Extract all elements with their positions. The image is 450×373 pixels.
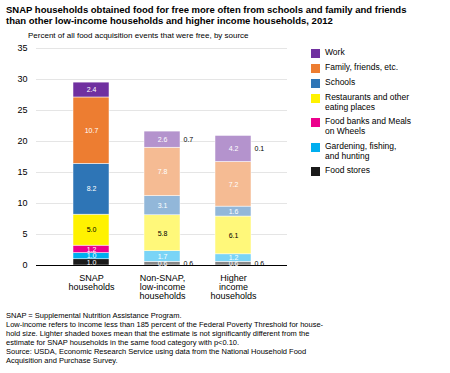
svg-text:0.6: 0.6: [255, 260, 265, 267]
svg-text:0.7: 0.7: [184, 136, 194, 143]
svg-text:30: 30: [17, 74, 27, 84]
svg-text:2.6: 2.6: [158, 136, 168, 143]
html-text:Source: USDA, Economic Researc: Source: USDA, Economic Research Service …: [6, 346, 307, 356]
svg-text:10.7: 10.7: [85, 127, 99, 134]
html-text:SNAP households obtained food: SNAP households obtained food for free m…: [6, 4, 407, 27]
html-text:Schools: Schools: [325, 76, 356, 87]
html-text:Gardening, fishing, and huntin: Gardening, fishing, and hunting: [325, 140, 397, 161]
html-text:estimate for SNAP households i: estimate for SNAP households in the same…: [6, 337, 240, 347]
html-text:Acquisition and Purchase Surve: Acquisition and Purchase Survey.: [6, 355, 118, 365]
html-text:Food stores: Food stores: [325, 165, 370, 176]
svg-text:1.6: 1.6: [229, 208, 239, 215]
svg-text:1.0: 1.0: [87, 258, 97, 265]
svg-text:25: 25: [17, 105, 27, 115]
svg-text:10: 10: [17, 198, 27, 208]
svg-text:0.6: 0.6: [158, 260, 168, 267]
svg-text:5: 5: [22, 229, 27, 239]
html-text:SNAP = Supplemental Nutrition: SNAP = Supplemental Nutrition Assistance…: [6, 310, 182, 320]
svg-text:5.8: 5.8: [158, 229, 168, 236]
html-text:hold size. Lighter shaded boxe: hold size. Lighter shaded boxes mean tha…: [6, 328, 310, 338]
svg-text:1.0: 1.0: [87, 252, 97, 259]
svg-text:Higherincomehouseholds: Higherincomehouseholds: [210, 273, 257, 301]
html-text:Restaurants and other eating p: Restaurants and other eating places: [325, 91, 410, 112]
svg-text:20: 20: [17, 136, 27, 146]
svg-text:7.2: 7.2: [229, 180, 239, 187]
svg-text:35: 35: [17, 43, 27, 53]
svg-text:Non-SNAP,low-incomehouseholds: Non-SNAP,low-incomehouseholds: [139, 273, 186, 301]
svg-text:1.2: 1.2: [87, 245, 97, 252]
svg-text:1.7: 1.7: [158, 253, 168, 260]
svg-text:8.2: 8.2: [87, 185, 97, 192]
svg-text:0: 0: [22, 260, 27, 270]
svg-text:0.6: 0.6: [228, 259, 239, 267]
svg-text:6.1: 6.1: [229, 231, 239, 238]
svg-text:0.6: 0.6: [184, 260, 194, 267]
html-text:Percent of all food acquisitio: Percent of all food acquisition events t…: [28, 30, 249, 40]
html-text:Family, friends, etc.: Family, friends, etc.: [325, 61, 399, 72]
svg-text:7.8: 7.8: [158, 168, 168, 175]
html-text:Food banks and Meals on Wheels: Food banks and Meals on Wheels: [325, 116, 411, 137]
svg-text:SNAPhouseholds: SNAPhouseholds: [68, 273, 115, 292]
svg-text:15: 15: [17, 167, 27, 177]
svg-text:3.1: 3.1: [158, 202, 168, 209]
svg-text:1.2: 1.2: [229, 254, 239, 261]
svg-text:0.1: 0.1: [255, 145, 265, 152]
svg-text:2.4: 2.4: [87, 86, 97, 93]
html-text:Work: Work: [325, 46, 345, 57]
html-text:Low-income refers to income le: Low-income refers to income less than 18…: [6, 319, 324, 329]
svg-text:4.2: 4.2: [229, 145, 239, 152]
svg-text:5.0: 5.0: [87, 226, 97, 233]
